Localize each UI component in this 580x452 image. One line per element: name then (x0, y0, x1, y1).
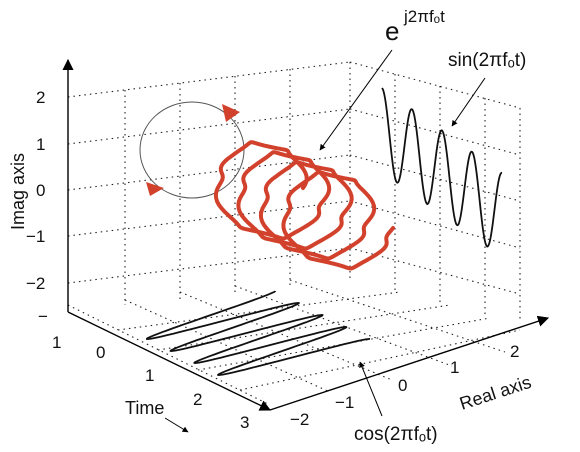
cosine-projection (146, 290, 371, 377)
time-tick: 1 (52, 333, 61, 352)
time-tick: 2 (193, 390, 202, 409)
cosine-label: cos(2πfₒt) (354, 424, 438, 445)
sine-projection (381, 87, 503, 248)
real-tick-labels: −2 −1 0 1 2 (290, 342, 519, 429)
rotation-circle (139, 101, 245, 199)
rotation-arrowhead-bottom (146, 182, 164, 196)
time-tick: − (38, 307, 48, 326)
real-axis-label: Real axis (457, 372, 534, 414)
sine-label: sin(2πfₒt) (448, 50, 526, 71)
imag-tick: −2 (26, 274, 45, 293)
time-direction-arrow (164, 417, 189, 433)
imag-tick: 2 (36, 88, 45, 107)
exponential-pointer (319, 49, 393, 151)
rotation-arrowhead-top (222, 104, 240, 122)
time-tick: 3 (240, 413, 249, 432)
imag-tick-labels: 2 1 0 −1 −2 (26, 88, 45, 293)
time-tick-labels: − 1 0 1 2 3 (38, 307, 249, 432)
imag-axis-label: Imag axis (8, 153, 28, 230)
time-tick: 0 (96, 343, 105, 362)
time-axis-line (67, 311, 272, 411)
rotation-indicator (139, 101, 245, 199)
real-tick: 0 (398, 376, 407, 395)
complex-exponential-helix (213, 140, 395, 271)
cosine-pointer (359, 361, 383, 417)
real-tick: 2 (510, 342, 519, 361)
time-tick: 1 (145, 366, 154, 385)
imag-tick: −1 (26, 227, 45, 246)
real-axis-line (269, 315, 550, 411)
exponential-label-base: e (385, 16, 399, 46)
real-tick: −1 (335, 393, 354, 412)
grid (67, 61, 521, 406)
time-axis-label: Time (125, 398, 164, 418)
axes (62, 58, 550, 411)
exponential-label-power: j2πfₒt (403, 7, 445, 26)
sine-pointer (451, 77, 486, 127)
real-tick: 1 (450, 358, 459, 377)
real-tick: −2 (290, 410, 309, 429)
imag-tick: 1 (36, 135, 45, 154)
imag-tick: 0 (36, 181, 45, 200)
